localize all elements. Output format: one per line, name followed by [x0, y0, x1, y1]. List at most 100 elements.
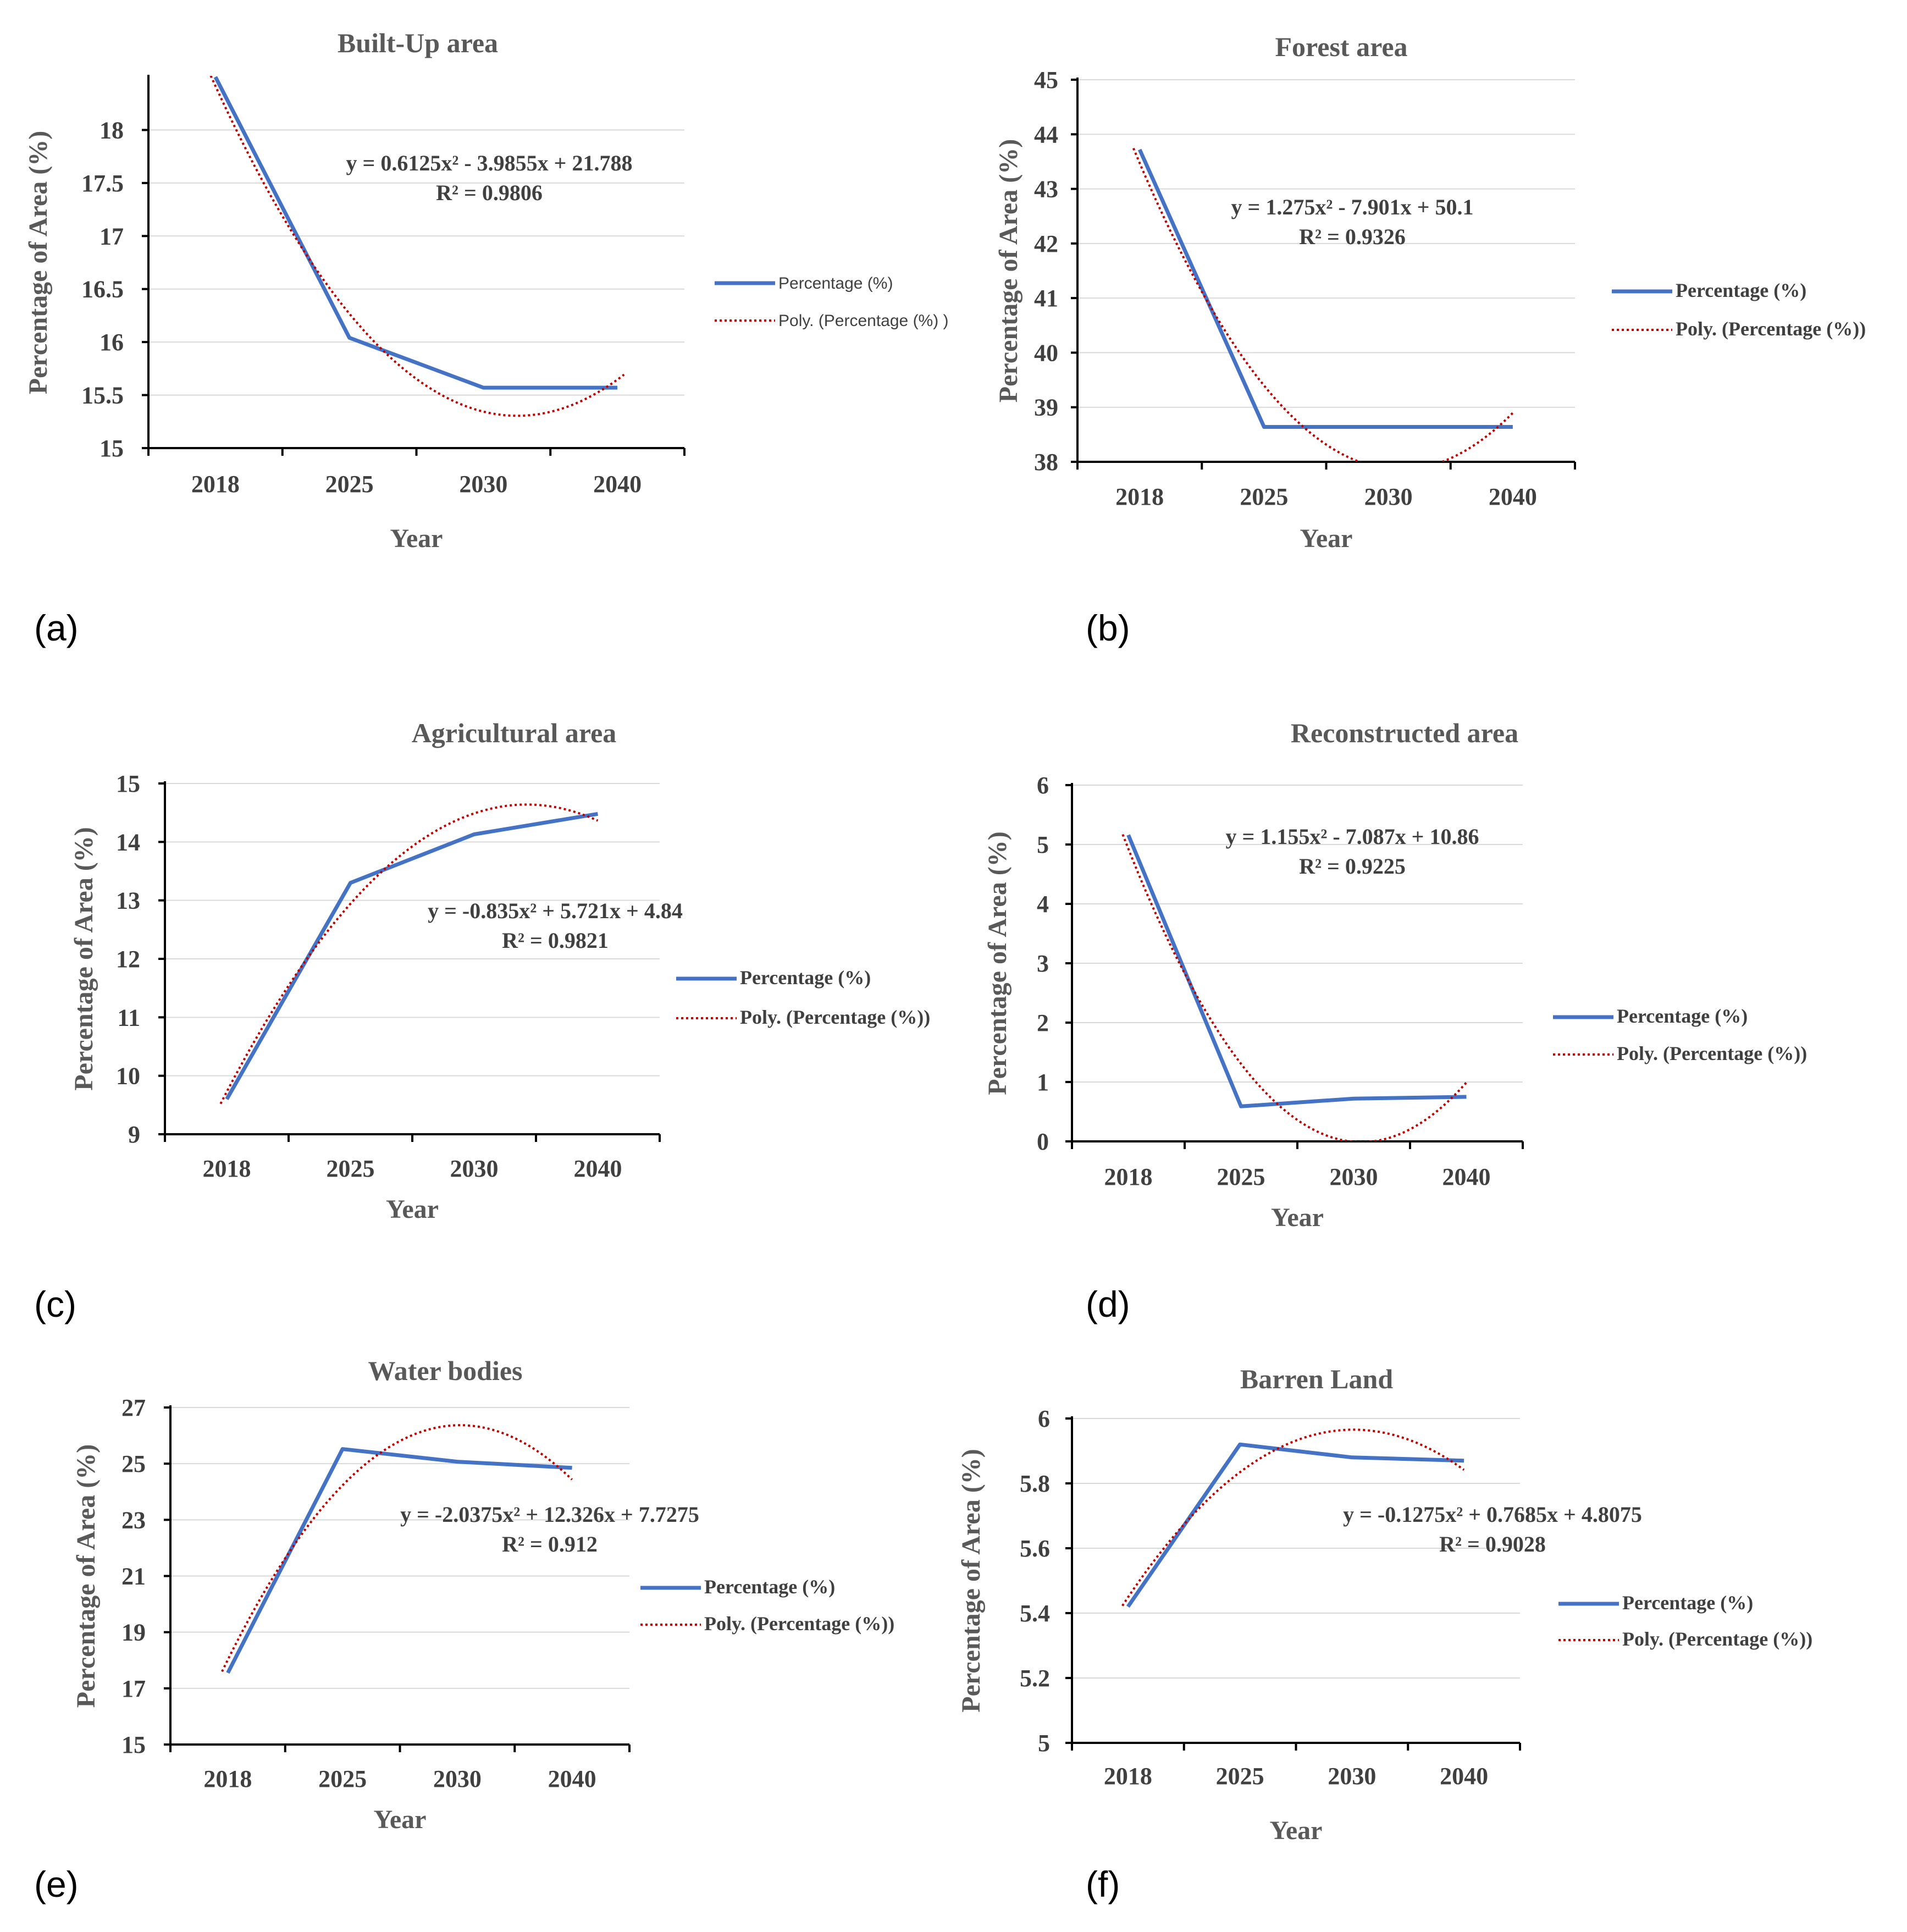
series-line	[226, 1447, 572, 1674]
x-tick-label: 2018	[203, 1765, 252, 1792]
trendline-curve	[1121, 1428, 1465, 1607]
trendline-r2: R² = 0.9821	[502, 928, 609, 953]
x-axis-title: Year	[374, 1805, 427, 1834]
legend-series-label: Percentage (%)	[1622, 1592, 1753, 1614]
y-tick-label: 44	[1034, 121, 1058, 148]
y-tick-label: 40	[1034, 339, 1058, 366]
y-tick-label: 42	[1034, 230, 1058, 257]
trendline-curve	[219, 803, 599, 1105]
x-tick-label: 2018	[1104, 1763, 1152, 1790]
y-tick-label: 17	[121, 1675, 146, 1702]
x-tick-label: 2025	[318, 1765, 367, 1792]
y-tick-label: 21	[121, 1563, 146, 1590]
y-axis-title: Percentage of Area (%)	[983, 831, 1012, 1095]
y-axis-title: Percentage of Area (%)	[71, 1444, 101, 1708]
y-tick-label: 5.2	[1020, 1665, 1050, 1692]
y-tick-label: 15	[116, 770, 140, 797]
y-tick-label: 2	[1037, 1009, 1049, 1036]
chart-title: Reconstructed area	[1291, 717, 1518, 748]
x-tick-label: 2018	[191, 471, 240, 498]
y-tick-label: 13	[116, 887, 140, 914]
x-tick-label: 2040	[548, 1765, 596, 1792]
x-tick-label: 2040	[1442, 1163, 1491, 1190]
y-tick-label: 27	[121, 1394, 146, 1421]
series-line	[1137, 148, 1513, 429]
panel-label: (b)	[1086, 608, 1130, 648]
trendline-r2: R² = 0.9806	[436, 180, 543, 205]
x-axis-title: Year	[1300, 524, 1353, 553]
y-tick-label: 17.5	[81, 170, 124, 197]
y-tick-label: 16	[100, 329, 124, 356]
y-axis-title: Percentage of Area (%)	[994, 139, 1023, 402]
y-tick-label: 23	[121, 1506, 146, 1533]
legend-series-label: Percentage (%)	[778, 274, 893, 292]
y-tick-label: 5.6	[1020, 1535, 1050, 1562]
chart-panel-3: 9 10 11 12 13 14 15 2018 2025 2030 2040 y = -0.835x…	[34, 717, 930, 1324]
panel-label: (e)	[34, 1864, 79, 1905]
legend-trendline-label: Poly. (Percentage (%))	[1622, 1628, 1812, 1650]
chart-panel-5: 15 17 19 21 23 25 27 2018 2025 2030 2040 y = -2.037…	[34, 1355, 894, 1905]
x-tick-label: 2018	[1115, 483, 1164, 510]
legend-trendline-label: Poly. (Percentage (%))	[1676, 318, 1866, 340]
y-tick-label: 6	[1037, 772, 1049, 799]
x-tick-label: 2030	[1328, 1763, 1376, 1790]
trendline-r2: R² = 0.912	[502, 1532, 598, 1556]
chart-title: Forest area	[1275, 31, 1407, 62]
trendline-equation: y = 1.275x² - 7.901x + 50.1	[1231, 195, 1474, 219]
panel-label: (c)	[34, 1284, 76, 1324]
legend-trendline-label: Poly. (Percentage (%) )	[778, 312, 949, 330]
legend: Percentage (%) Poly. (Percentage (%) )	[715, 274, 949, 330]
legend: Percentage (%) Poly. (Percentage (%))	[1558, 1592, 1812, 1650]
x-tick-label: 2030	[433, 1765, 482, 1792]
y-tick-label: 41	[1034, 285, 1058, 312]
legend: Percentage (%) Poly. (Percentage (%))	[1612, 279, 1866, 340]
x-tick-label: 2040	[1440, 1763, 1488, 1790]
x-tick-label: 2025	[1217, 1163, 1265, 1190]
panel-label: (f)	[1086, 1864, 1120, 1905]
y-tick-label: 18	[100, 117, 124, 143]
y-tick-label: 9	[128, 1121, 140, 1148]
trendline-r2: R² = 0.9225	[1299, 854, 1406, 879]
y-tick-label: 3	[1037, 950, 1049, 977]
legend-series-label: Percentage (%)	[740, 967, 871, 989]
y-tick-label: 19	[121, 1619, 146, 1646]
y-tick-label: 5	[1038, 1730, 1050, 1757]
chart-title: Barren Land	[1240, 1364, 1393, 1394]
y-tick-label: 11	[117, 1004, 140, 1031]
legend: Percentage (%) Poly. (Percentage (%))	[676, 967, 930, 1028]
trendline-equation: y = -0.835x² + 5.721x + 4.84	[428, 898, 683, 923]
trendline-equation: y = -2.0375x² + 12.326x + 7.7275	[400, 1502, 699, 1527]
x-axis-title: Year	[386, 1195, 439, 1224]
chart-panel-2: 38 39 40 41 42 43 44 45 2018 2025 2030 2040 y = 1.27…	[994, 31, 1866, 648]
trendline-r2: R² = 0.9326	[1299, 224, 1406, 249]
x-axis-title: Year	[1270, 1816, 1323, 1845]
x-tick-label: 2030	[1330, 1163, 1378, 1190]
series-line	[213, 76, 618, 390]
y-tick-label: 43	[1034, 176, 1058, 203]
legend: Percentage (%) Poly. (Percentage (%))	[1553, 1005, 1807, 1064]
panel-label: (a)	[34, 608, 79, 648]
x-axis-title: Year	[390, 524, 443, 553]
trendline-curve	[209, 76, 625, 417]
x-tick-label: 2030	[459, 471, 507, 498]
y-tick-label: 10	[116, 1063, 140, 1090]
x-tick-label: 2018	[1104, 1163, 1153, 1190]
y-tick-label: 5	[1037, 831, 1049, 858]
x-tick-label: 2040	[593, 471, 642, 498]
y-tick-label: 14	[116, 829, 140, 855]
y-tick-label: 45	[1034, 67, 1058, 93]
y-tick-label: 12	[116, 946, 140, 973]
x-tick-label: 2025	[1216, 1763, 1264, 1790]
trendline-equation: y = 1.155x² - 7.087x + 10.86	[1226, 824, 1479, 849]
x-tick-label: 2040	[574, 1155, 622, 1182]
y-tick-label: 15	[100, 435, 124, 462]
legend: Percentage (%) Poly. (Percentage (%))	[640, 1576, 894, 1635]
x-axis-title: Year	[1271, 1203, 1324, 1232]
y-tick-label: 15	[121, 1731, 146, 1758]
legend-trendline-label: Poly. (Percentage (%))	[704, 1613, 894, 1635]
trendline-equation: y = -0.1275x² + 0.7685x + 4.8075	[1343, 1502, 1642, 1527]
y-tick-label: 0	[1037, 1128, 1049, 1155]
y-tick-label: 25	[121, 1450, 146, 1477]
x-tick-label: 2040	[1489, 483, 1537, 510]
